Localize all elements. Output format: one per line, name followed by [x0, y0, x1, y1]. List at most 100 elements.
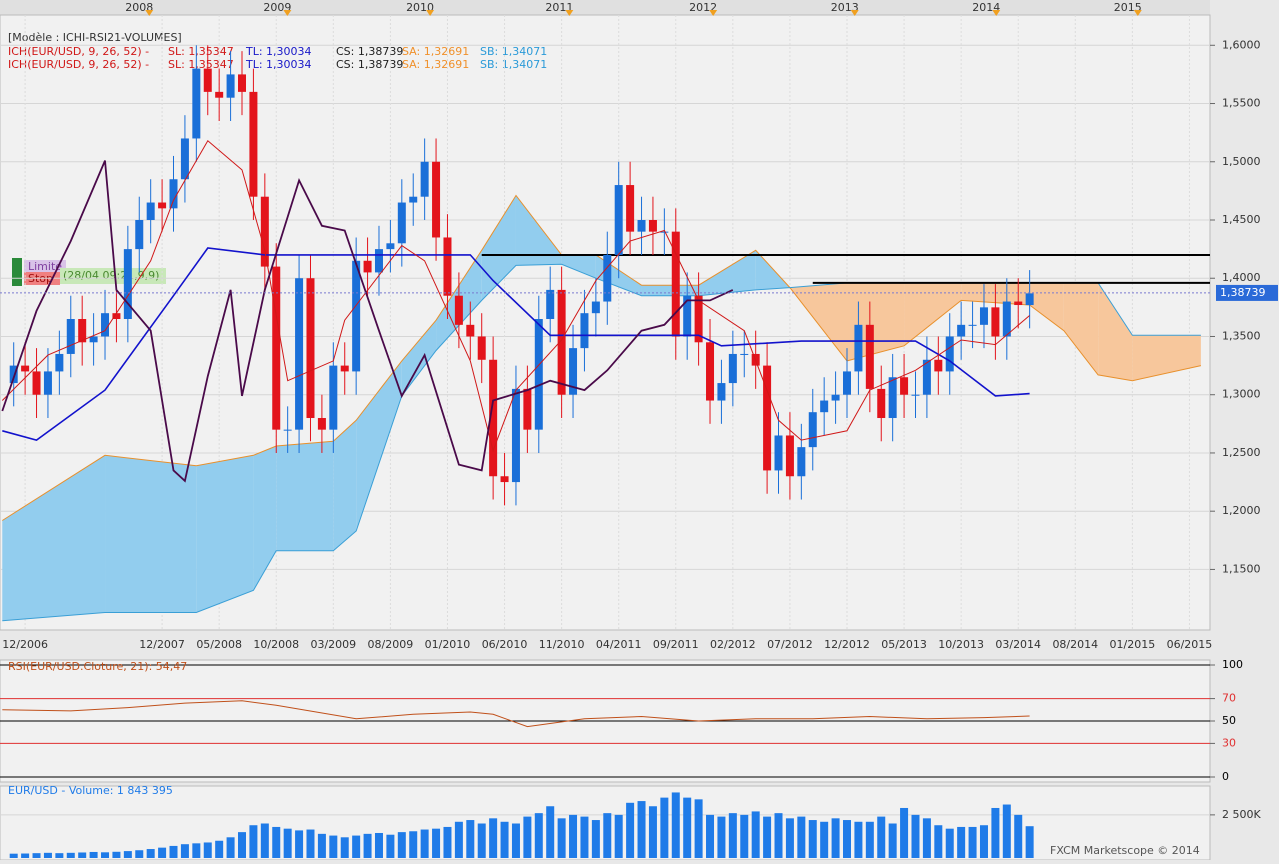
volume-bar [226, 837, 235, 858]
volume-bar [1025, 826, 1034, 858]
x-tick-label: 11/2010 [539, 638, 585, 651]
last-price-label: 1,38739 [1220, 286, 1266, 299]
volume-bar [21, 853, 30, 858]
candle-body [934, 359, 943, 372]
year-marker [992, 10, 1001, 16]
candle-body [146, 202, 155, 220]
candle-body [43, 371, 52, 395]
indicator-value: ICH(EUR/USD, 9, 26, 52) - [8, 58, 149, 71]
volume-bar [32, 853, 41, 858]
volume-bar [66, 852, 75, 858]
volume-bar [101, 852, 110, 858]
candle-body [774, 435, 783, 471]
candle-body [432, 161, 441, 238]
candle-body [32, 371, 41, 395]
indicator-line [1, 140, 1030, 453]
y-tick-label: 2 500K [1222, 808, 1261, 821]
volume-bar [1002, 804, 1011, 858]
x-tick-label: 10/2013 [938, 638, 984, 651]
panel-title: EUR/USD - Volume: 1 843 395 [8, 784, 173, 797]
x-tick-label: 01/2010 [425, 638, 471, 651]
y-tick-label: 1,4000 [1222, 271, 1261, 284]
candle-body [500, 476, 509, 483]
candle-body [409, 196, 418, 203]
x-tick-label: 08/2014 [1052, 638, 1098, 651]
cloud-fill [1029, 282, 1064, 331]
candle-body [557, 289, 566, 395]
candle-body [797, 447, 806, 477]
volume-bar [614, 814, 623, 858]
candle-body [979, 307, 988, 325]
candle-body [112, 313, 121, 320]
volume-bar [865, 821, 874, 858]
volume-bar [363, 833, 372, 858]
volume-bar [238, 832, 246, 858]
year-marker [565, 10, 574, 16]
volume-bar [192, 843, 201, 858]
candle-body [1002, 301, 1011, 337]
year-strip [0, 0, 1210, 15]
volume-bar [511, 823, 520, 858]
candle-body [66, 319, 75, 354]
volume-bar [169, 845, 178, 858]
volume-bar [854, 821, 863, 858]
candle-body [660, 231, 669, 233]
candle-body [671, 231, 680, 337]
candle-body [637, 220, 646, 232]
indicator-value: SB: 1,34071 [480, 45, 547, 58]
volume-bar [409, 831, 418, 858]
candle-body [843, 371, 851, 395]
candle-body [9, 365, 18, 384]
limit-label[interactable]: Limite [28, 260, 62, 273]
volume-bar [591, 820, 600, 858]
candle-body [991, 307, 1000, 337]
candle-body [534, 319, 543, 430]
volume-bar [1014, 814, 1023, 858]
indicator-value: SL: 1,35347 [168, 45, 234, 58]
candle-body [945, 336, 954, 372]
volume-bar [397, 832, 406, 858]
x-tick-label: 01/2015 [1110, 638, 1156, 651]
volume-bar [706, 814, 715, 858]
volume-bar [957, 826, 966, 858]
model-label: [Modèle : ICHI-RSI21-VOLUMES] [8, 31, 182, 44]
y-tick-label: 1,4500 [1222, 213, 1261, 226]
cloud-fill [2, 455, 106, 621]
volume-bar [843, 820, 851, 858]
cloud-fill [698, 250, 756, 296]
indicator-value: ICH(EUR/USD, 9, 26, 52) - [8, 45, 149, 58]
candle-body [192, 68, 201, 139]
candle-body [397, 202, 406, 244]
x-tick-label: 06/2010 [482, 638, 528, 651]
candle-body [215, 91, 224, 98]
volume-bar [374, 832, 383, 858]
cloud-fill [904, 282, 962, 346]
volume-bar [979, 825, 988, 858]
candle-body [340, 365, 349, 372]
candle-body [922, 359, 931, 395]
candle-body [386, 243, 395, 250]
indicator-line [1, 160, 734, 483]
year-marker [850, 10, 859, 16]
volume-bar [420, 829, 429, 858]
candle-body [420, 161, 429, 197]
candle-body [911, 394, 920, 396]
candle-body [511, 388, 520, 483]
candle-body [283, 429, 292, 431]
indicator-value: TL: 1,30034 [245, 45, 312, 58]
volume-bar [135, 850, 144, 858]
y-tick-label: 1,3000 [1222, 388, 1261, 401]
candle-body [272, 266, 281, 430]
y-tick-label: 1,6000 [1222, 38, 1261, 51]
candle-body [831, 394, 840, 401]
y-tick-label: 1,1500 [1222, 562, 1261, 575]
indicator-value: SB: 1,34071 [480, 58, 547, 71]
candle-body [477, 336, 486, 360]
candle-body [683, 295, 692, 337]
rsi-line [2, 700, 1030, 728]
volume-bar [443, 826, 452, 858]
year-marker [145, 10, 154, 16]
cloud-fill [276, 441, 334, 551]
volume-bar [112, 851, 121, 858]
